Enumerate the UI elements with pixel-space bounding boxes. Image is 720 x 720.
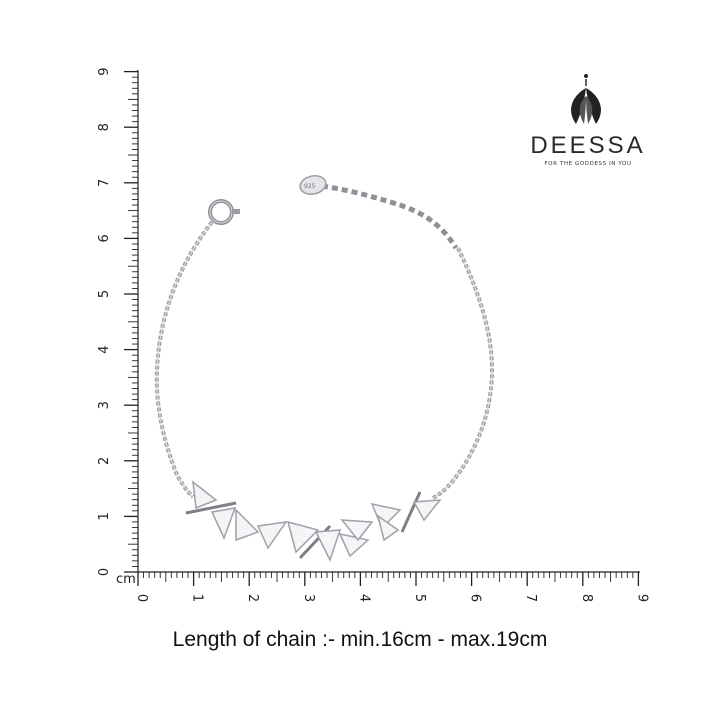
clasp-tag: 925 (299, 175, 327, 195)
vertical-ruler-label: 0 (97, 568, 112, 576)
clasp-tag-stamp: 925 (304, 183, 316, 190)
chain-length-caption: Length of chain :- min.16cm - max.19cm (172, 628, 548, 651)
horizontal-ruler-label: 5 (412, 594, 427, 602)
brand-tagline: FOR THE GODDESS IN YOU (544, 161, 632, 167)
right-chain (431, 247, 495, 500)
horizontal-ruler-label: 2 (245, 594, 260, 602)
crystal-triangle (210, 507, 237, 540)
crystal-triangle (286, 520, 320, 554)
crystal-triangle (338, 532, 370, 558)
horizontal-ruler-labels: 0 1 2 3 4 5 6 7 8 9 (134, 594, 649, 602)
vertical-ruler-label: 7 (97, 179, 112, 187)
vertical-ruler-label: 9 (97, 67, 112, 75)
spring-ring-clasp (208, 199, 240, 225)
vertical-ruler-label: 3 (97, 401, 112, 409)
crystal-triangle (340, 519, 374, 542)
crystal-triangle (376, 514, 400, 542)
crystal-triangle (314, 529, 342, 562)
crystal-triangle (256, 521, 288, 550)
crystal-triangle (412, 499, 442, 522)
brand-name: DEESSA (530, 132, 646, 159)
extender-chain (321, 183, 459, 250)
vertical-ruler-label: 2 (97, 457, 112, 465)
horizontal-ruler-label: 7 (523, 594, 538, 602)
charm-row (185, 480, 442, 562)
horizontal-ruler-label: 1 (190, 594, 205, 602)
horizontal-ruler-label: 8 (579, 594, 594, 602)
bracelet: 925 (154, 175, 495, 562)
vertical-ruler-label: 1 (97, 512, 112, 520)
horizontal-ruler-label: 0 (134, 594, 149, 602)
brand-block: DEESSA FOR THE GODDESS IN YOU (528, 70, 648, 167)
horizontal-ruler-label: 9 (634, 594, 649, 602)
horizontal-ruler-label: 4 (356, 594, 371, 602)
horizontal-ruler: 0 1 2 3 4 5 6 7 8 9 cm (116, 571, 649, 602)
vertical-ruler: 0 1 2 3 4 5 6 7 8 9 (97, 67, 139, 576)
horizontal-ruler-label: 6 (468, 594, 483, 602)
crystal-triangle (192, 480, 218, 510)
left-chain (154, 220, 214, 499)
vertical-ruler-label: 5 (97, 290, 112, 298)
horizontal-ruler-ticks (137, 572, 640, 586)
deessa-logo-icon (571, 74, 601, 124)
ruler-unit-label: cm (116, 572, 136, 587)
vertical-ruler-ticks (124, 70, 138, 573)
vertical-ruler-label: 8 (97, 123, 112, 131)
vertical-ruler-label: 4 (97, 345, 112, 353)
vertical-ruler-labels: 0 1 2 3 4 5 6 7 8 9 (97, 67, 112, 576)
vertical-ruler-label: 6 (97, 234, 112, 242)
crystal-triangle (235, 508, 260, 542)
horizontal-ruler-label: 3 (301, 594, 316, 602)
crystal-triangle (370, 502, 402, 530)
